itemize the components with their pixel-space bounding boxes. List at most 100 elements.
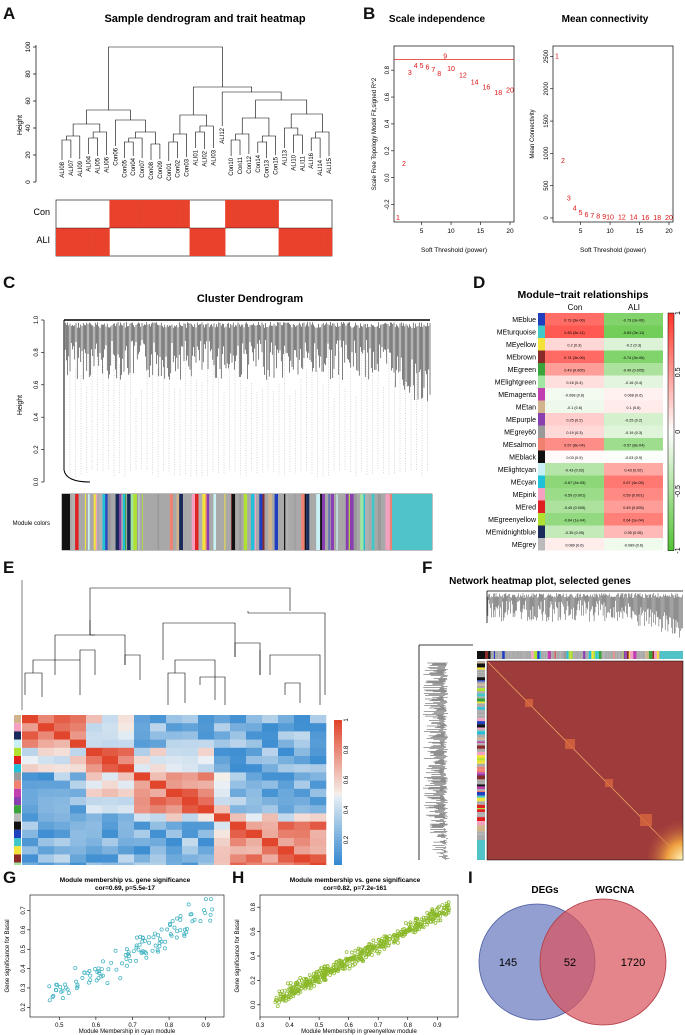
panel-f-top-stripe [579,651,582,659]
panel-c-module-stripe [105,494,107,550]
panel-d-cell-ali [604,388,663,401]
panel-f-left-stripe [477,737,485,740]
scatter-point [298,976,303,980]
panel-d-scale-step [668,506,674,512]
scatter-point [209,897,213,902]
scatter-point [332,971,336,976]
panel-d-cell-con [545,475,604,488]
panel-a-trait-cell-con [162,200,173,228]
scatter-point [184,926,189,931]
panel-d-cell-ali [604,400,663,413]
panel-a-trait-cell-ali [278,228,288,256]
scatter-point [343,963,348,968]
panel-a-trait-cell-con [118,200,128,228]
panel-e-heat-cell [230,772,247,781]
scatter-point [125,963,129,968]
panel-b-right-point: 10 [606,214,614,221]
panel-d-cell-con-text: -0.1 (0.6) [567,406,583,410]
scatter-point [118,976,123,981]
panel-c-module-stripe [383,494,386,550]
scatter-point [304,980,309,985]
scatter-point [425,922,429,927]
panel-e-heat-cell [70,854,87,863]
scatter-point [401,934,405,939]
scatter-point [66,991,71,995]
panel-e-color-scale: 10.80.60.40.20 [334,718,350,865]
scatter-point [347,966,352,971]
panel-d-cell-con [545,500,604,513]
panel-d-scale-step [668,423,674,429]
panel-e-heat-cell [70,829,87,839]
panel-e-heat-cell [54,723,71,732]
panel-label-c: C [3,273,16,292]
scatter-point [408,920,413,925]
panel-f-top-stripe [511,651,516,659]
panel-e-heat-cell [166,829,183,839]
panel-c-ytick-label: 0.8 [34,348,40,357]
panel-c-module-stripe [239,494,242,550]
panel-f-top-stripe [583,651,586,659]
panel-a-sample-label: Con04 [131,157,137,175]
panel-e-heat-cell [22,723,39,732]
panel-b-right-frame [552,45,674,223]
panel-d-scale-step [668,491,674,496]
panel-c-module-stripe [345,494,349,550]
panel-e-heat-cell [294,723,311,732]
scatter-point [365,946,369,951]
scatter-point [282,988,287,993]
panel-d-cell-con [545,413,604,426]
panel-a-dendro-segment [168,141,178,153]
panel-e-heat-cell [70,715,87,724]
panel-f-left-stripe [477,821,485,826]
panel-h-scatter: Module membership vs. gene significance … [235,877,459,1035]
panel-e-heat-cell [262,846,279,855]
scatter-point [54,988,59,993]
panel-d-row-label: MEpurple [506,417,536,424]
panel-a-trait-heatmap [55,199,333,257]
panel-g-scatter: Module membership vs. gene significance … [5,877,225,1035]
panel-c-module-stripe [97,494,100,550]
panel-e-row-color [14,821,21,830]
scatter-point [339,961,344,965]
scatter-point [320,966,324,971]
panel-label-i: I [468,868,473,887]
panel-f-top-stripe [593,651,596,659]
scatter-point [127,953,132,958]
panel-d-scale-label: 0 [675,430,682,434]
panel-a-trait-cell-ali [323,228,333,256]
scatter-point [198,919,203,924]
panel-e-heat-cell [198,829,215,839]
panel-b-left-point: 2 [402,161,406,168]
panel-f-top-stripe [616,651,619,659]
panel-d-cell-con-text: 0.19 (0.3) [566,431,583,435]
scatter-point [165,927,170,932]
panel-a-trait-cell-con [127,200,137,228]
panel-e-heat-cell [182,797,199,806]
panel-f-left-stripe [477,831,485,835]
panel-e-heat-cell [278,731,295,740]
panel-e-scale-step [334,726,342,730]
panel-d-scale-step [668,439,674,445]
panel-e-heat-cell [230,797,247,806]
panel-e-row-color [14,715,21,724]
panel-f-hot-block [565,739,575,749]
panel-e-scale-step [334,819,342,823]
panel-a-ytick-label: 80 [25,70,32,78]
scatter-point [424,916,428,920]
panel-c-module-stripe [288,494,291,550]
panel-c-module-label: Module colors [13,521,50,527]
panel-d-row-label: MEpink [513,492,537,499]
scatter-point [320,974,325,979]
panel-d-cell-con-text: -0.67 (4e-05) [564,481,587,485]
scatter-point [168,932,173,937]
scatter-point [113,948,118,953]
panel-a-sample-label: ALI05 [96,157,102,173]
panel-b-left-point: 16 [483,85,491,92]
panel-e-heat-cell [102,788,119,798]
panel-e-heat-cell [118,747,135,757]
panel-a-trait-cell-ali [314,228,324,256]
panel-c-module-stripe [360,494,364,550]
scatter-point [99,967,104,971]
panel-f-top-stripe [622,651,624,659]
